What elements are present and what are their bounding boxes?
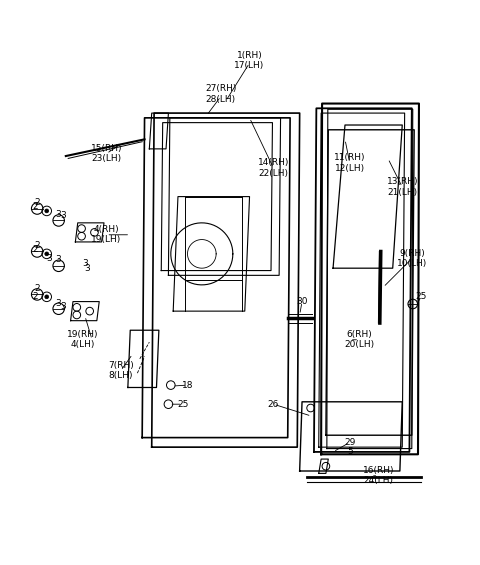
Text: 3: 3 xyxy=(46,254,52,263)
Text: 4(RH)
19(LH): 4(RH) 19(LH) xyxy=(91,225,121,245)
Text: 2: 2 xyxy=(32,292,37,301)
Text: 7(RH)
8(LH): 7(RH) 8(LH) xyxy=(108,361,133,380)
Text: 15(RH)
23(LH): 15(RH) 23(LH) xyxy=(91,144,122,163)
Text: 29: 29 xyxy=(344,438,356,447)
Text: 9(RH)
10(LH): 9(RH) 10(LH) xyxy=(396,249,427,268)
Text: 26: 26 xyxy=(268,399,279,408)
Text: 2: 2 xyxy=(32,202,37,211)
Text: 3: 3 xyxy=(84,264,90,273)
Text: 18: 18 xyxy=(182,381,193,390)
Text: 30: 30 xyxy=(296,297,308,306)
Text: 14(RH)
22(LH): 14(RH) 22(LH) xyxy=(258,158,289,177)
Text: 3: 3 xyxy=(56,298,61,307)
Text: 2: 2 xyxy=(32,245,37,254)
Text: 3: 3 xyxy=(60,211,66,220)
Text: 2: 2 xyxy=(35,198,40,207)
Text: 5: 5 xyxy=(347,447,353,457)
Circle shape xyxy=(45,252,48,256)
Text: 1(RH)
17(LH): 1(RH) 17(LH) xyxy=(234,51,264,70)
Text: 11(RH)
12(LH): 11(RH) 12(LH) xyxy=(334,154,365,173)
Text: 3: 3 xyxy=(56,210,61,219)
Text: 3: 3 xyxy=(60,302,66,311)
Text: 25: 25 xyxy=(177,399,189,408)
Text: 3: 3 xyxy=(56,255,61,264)
Text: 2: 2 xyxy=(35,284,40,293)
Text: 16(RH)
24(LH): 16(RH) 24(LH) xyxy=(363,466,394,485)
Text: 3: 3 xyxy=(82,259,88,268)
Text: 25: 25 xyxy=(416,292,427,301)
Text: 19(RH)
4(LH): 19(RH) 4(LH) xyxy=(67,330,98,350)
Circle shape xyxy=(45,209,48,213)
Text: 6(RH)
20(LH): 6(RH) 20(LH) xyxy=(344,330,374,350)
Text: 27(RH)
28(LH): 27(RH) 28(LH) xyxy=(205,84,237,104)
Text: 2: 2 xyxy=(35,241,40,250)
Text: 13(RH)
21(LH): 13(RH) 21(LH) xyxy=(386,177,418,197)
Circle shape xyxy=(45,295,48,299)
